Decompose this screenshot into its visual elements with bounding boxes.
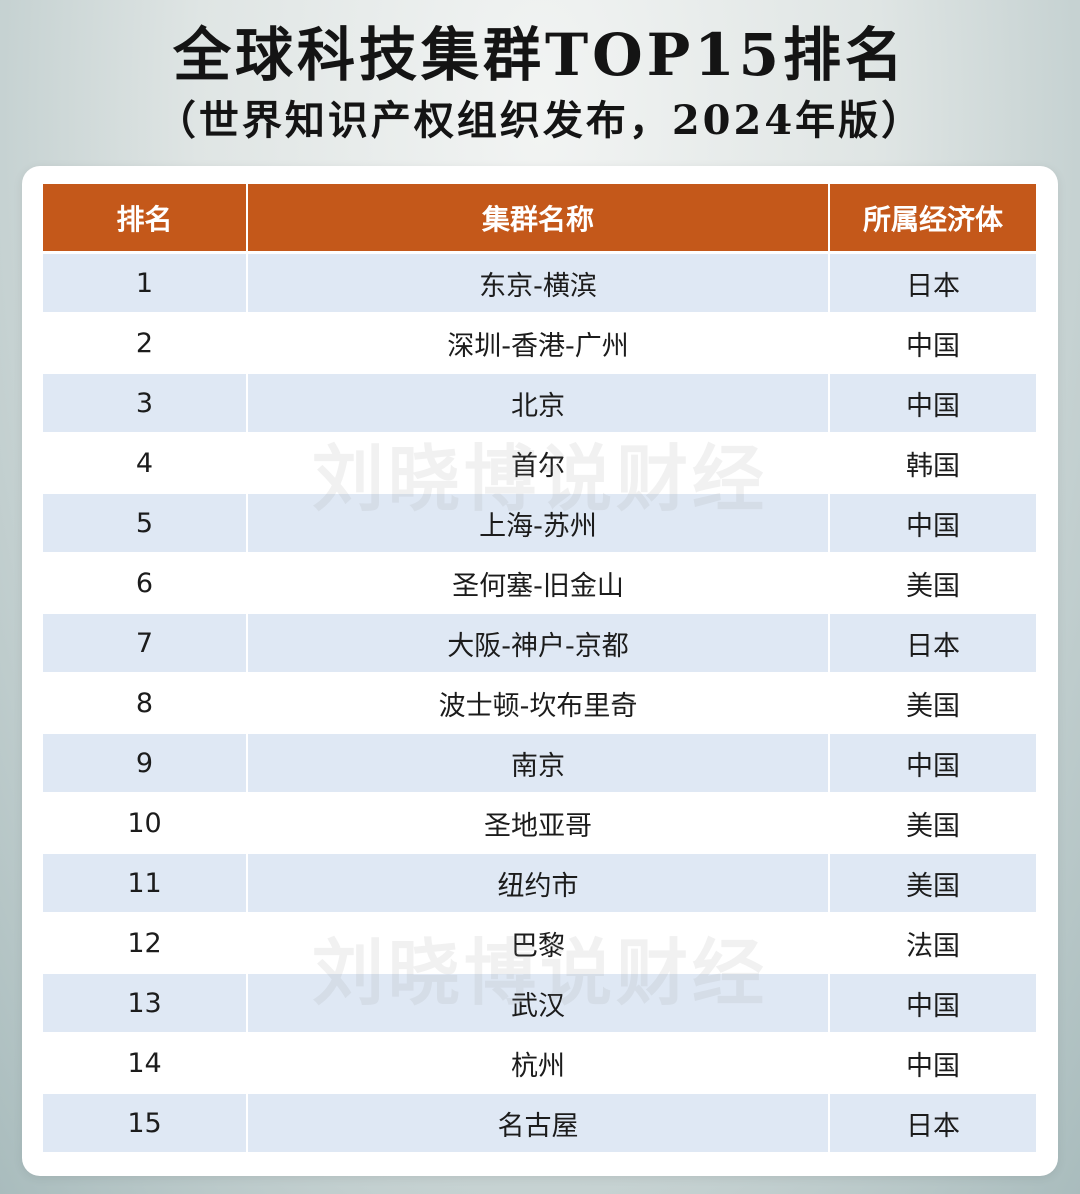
economy-cell: 韩国 [830, 434, 1036, 494]
cluster-cell: 巴黎 [248, 914, 830, 974]
table-row: 13 武汉 中国 [43, 974, 1036, 1034]
rank-cell: 14 [43, 1034, 248, 1094]
rank-cell: 2 [43, 314, 248, 374]
page-subtitle: （世界知识产权组织发布，2024年版） [155, 97, 925, 144]
table-row: 11 纽约市 美国 [43, 854, 1036, 914]
rank-cell: 10 [43, 794, 248, 854]
rank-cell: 15 [43, 1094, 248, 1154]
economy-cell: 美国 [830, 554, 1036, 614]
cluster-cell: 大阪-神户-京都 [248, 614, 830, 674]
table-row: 14 杭州 中国 [43, 1034, 1036, 1094]
economy-cell: 中国 [830, 494, 1036, 554]
table-row: 8 波士顿-坎布里奇 美国 [43, 674, 1036, 734]
ranking-table: 排名 集群名称 所属经济体 1 东京-横滨 日本 2 深圳-香港-广州 中国 3… [43, 184, 1036, 1154]
cluster-cell: 杭州 [248, 1034, 830, 1094]
table-row: 6 圣何塞-旧金山 美国 [43, 554, 1036, 614]
economy-cell: 中国 [830, 314, 1036, 374]
table-row: 15 名古屋 日本 [43, 1094, 1036, 1154]
economy-cell: 美国 [830, 854, 1036, 914]
cluster-cell: 南京 [248, 734, 830, 794]
cluster-cell: 首尔 [248, 434, 830, 494]
rank-cell: 3 [43, 374, 248, 434]
rank-cell: 9 [43, 734, 248, 794]
cluster-cell: 北京 [248, 374, 830, 434]
page-title: 全球科技集群TOP15排名 [172, 21, 907, 89]
rank-cell: 7 [43, 614, 248, 674]
table-row: 4 首尔 韩国 [43, 434, 1036, 494]
table-row: 1 东京-横滨 日本 [43, 254, 1036, 314]
rank-cell: 5 [43, 494, 248, 554]
cluster-cell: 武汉 [248, 974, 830, 1034]
economy-cell: 美国 [830, 794, 1036, 854]
rank-cell: 12 [43, 914, 248, 974]
rank-cell: 4 [43, 434, 248, 494]
economy-cell: 日本 [830, 1094, 1036, 1154]
table-row: 9 南京 中国 [43, 734, 1036, 794]
column-header-cluster: 集群名称 [248, 184, 830, 254]
rank-cell: 6 [43, 554, 248, 614]
rank-cell: 13 [43, 974, 248, 1034]
table-row: 2 深圳-香港-广州 中国 [43, 314, 1036, 374]
economy-cell: 日本 [830, 254, 1036, 314]
rank-cell: 1 [43, 254, 248, 314]
table-row: 7 大阪-神户-京都 日本 [43, 614, 1036, 674]
economy-cell: 美国 [830, 674, 1036, 734]
cluster-cell: 名古屋 [248, 1094, 830, 1154]
column-header-rank: 排名 [43, 184, 248, 254]
economy-cell: 中国 [830, 1034, 1036, 1094]
table-header-row: 排名 集群名称 所属经济体 [43, 184, 1036, 254]
table-body: 1 东京-横滨 日本 2 深圳-香港-广州 中国 3 北京 中国 4 首尔 韩国… [43, 254, 1036, 1154]
economy-cell: 中国 [830, 734, 1036, 794]
rank-cell: 11 [43, 854, 248, 914]
column-header-economy: 所属经济体 [830, 184, 1036, 254]
table-row: 5 上海-苏州 中国 [43, 494, 1036, 554]
cluster-cell: 圣地亚哥 [248, 794, 830, 854]
cluster-cell: 圣何塞-旧金山 [248, 554, 830, 614]
cluster-cell: 深圳-香港-广州 [248, 314, 830, 374]
table-row: 12 巴黎 法国 [43, 914, 1036, 974]
cluster-cell: 东京-横滨 [248, 254, 830, 314]
cluster-cell: 上海-苏州 [248, 494, 830, 554]
economy-cell: 中国 [830, 974, 1036, 1034]
rank-cell: 8 [43, 674, 248, 734]
economy-cell: 法国 [830, 914, 1036, 974]
cluster-cell: 纽约市 [248, 854, 830, 914]
economy-cell: 日本 [830, 614, 1036, 674]
economy-cell: 中国 [830, 374, 1036, 434]
cluster-cell: 波士顿-坎布里奇 [248, 674, 830, 734]
table-row: 3 北京 中国 [43, 374, 1036, 434]
table-row: 10 圣地亚哥 美国 [43, 794, 1036, 854]
